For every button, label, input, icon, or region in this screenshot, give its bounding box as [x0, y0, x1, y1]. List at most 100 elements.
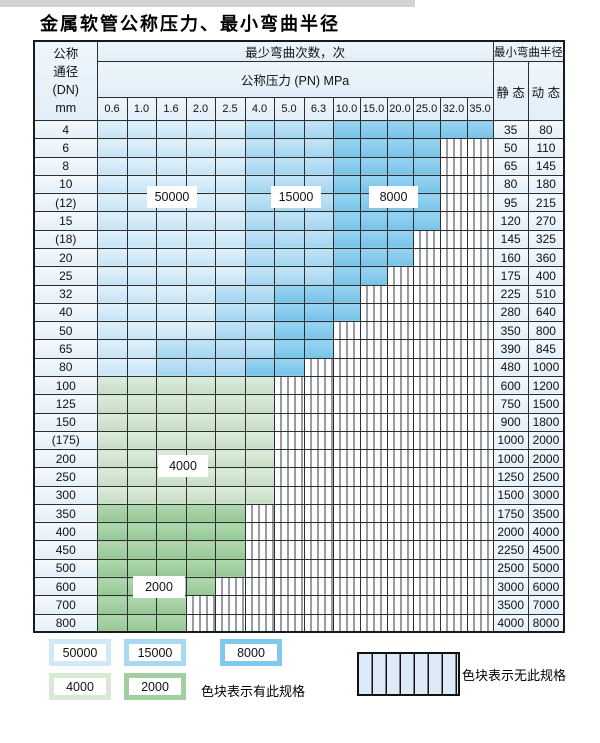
spec-cell-2000: [96, 577, 128, 597]
static-radius-value: 280: [492, 302, 529, 323]
spec-cell-8000: [412, 138, 441, 158]
no-spec-cell: [359, 503, 388, 524]
spec-cell-4000: [214, 375, 246, 396]
spec-cell-4000: [155, 375, 187, 396]
static-radius-value: 95: [492, 193, 529, 213]
no-spec-cell: [332, 449, 361, 469]
no-spec-cell: [273, 430, 305, 451]
spec-cell-2000: [126, 522, 157, 542]
no-spec-cell: [332, 577, 361, 597]
table-header: 公称 通径 (DN) mm 最少弯曲次数，次 最小弯曲半径 公称压力 (PN) …: [33, 40, 565, 121]
no-spec-cell: [359, 412, 388, 432]
spec-cell-4000: [185, 375, 216, 396]
dn-value: 700: [33, 595, 98, 615]
spec-cell-8000: [466, 119, 494, 140]
spec-cell-8000: [244, 357, 275, 377]
dynamic-radius-value: 1500: [527, 394, 565, 414]
table-row: 125 750 1500: [33, 394, 565, 414]
spec-cell-50000: [126, 211, 157, 231]
dn-value: 125: [33, 394, 98, 414]
dn-value: 40: [33, 302, 98, 323]
no-spec-cell: [244, 540, 275, 560]
spec-cell-15000: [185, 339, 216, 359]
no-spec-cell: [386, 540, 414, 560]
no-spec-cell: [386, 595, 414, 615]
spec-cell-4000: [96, 430, 128, 451]
pn-value-cell: 1.6: [155, 97, 187, 121]
no-spec-cell: [412, 394, 441, 414]
table-row: 450 2250 4500: [33, 540, 565, 560]
static-radius-value: 600: [492, 375, 529, 396]
spec-cell-4000: [244, 412, 275, 432]
dynamic-radius-value: 2500: [527, 467, 565, 487]
no-spec-cell: [185, 613, 216, 633]
static-radius-value: 175: [492, 266, 529, 286]
no-spec-cell: [466, 321, 494, 341]
no-spec-cell: [439, 193, 468, 213]
no-spec-cell: [244, 522, 275, 542]
static-radius-value: 900: [492, 412, 529, 432]
no-spec-cell: [332, 321, 361, 341]
cycle-label-8000: 8000: [369, 186, 418, 208]
spec-cell-15000: [273, 229, 305, 249]
spec-cell-8000: [332, 266, 361, 286]
no-spec-cell: [359, 522, 388, 542]
spec-cell-4000: [126, 449, 157, 469]
spec-cell-50000: [96, 247, 128, 268]
spec-cell-4000: [126, 467, 157, 487]
dynamic-header-cell: 动 态: [527, 61, 565, 121]
spec-cell-4000: [126, 412, 157, 432]
no-spec-cell: [244, 595, 275, 615]
spec-cell-4000: [96, 375, 128, 396]
pn-value-cell: 35.0: [466, 97, 494, 121]
spec-cell-8000: [273, 357, 305, 377]
legend-chip-4000: 4000: [49, 673, 111, 700]
no-spec-cell: [439, 430, 468, 451]
spec-cell-50000: [155, 229, 187, 249]
no-spec-cell: [439, 485, 468, 505]
legend-chip-label: 50000: [54, 644, 106, 661]
spec-cell-50000: [214, 211, 246, 231]
spec-cell-50000: [96, 302, 128, 323]
spec-cell-15000: [273, 156, 305, 176]
legend-chip-50000: 50000: [49, 639, 111, 666]
spec-cell-15000: [303, 211, 334, 231]
no-spec-cell: [412, 375, 441, 396]
no-spec-cell: [412, 595, 441, 615]
table-row: 6 50 110: [33, 138, 565, 158]
no-spec-cell: [439, 284, 468, 304]
no-spec-cell: [273, 558, 305, 579]
spec-cell-50000: [185, 211, 216, 231]
spec-cell-4000: [244, 430, 275, 451]
no-spec-cell: [439, 247, 468, 268]
table-row: 65 390 845: [33, 339, 565, 359]
spec-cell-2000: [155, 613, 187, 633]
legend-no-spec-text: 色块表示无此规格: [462, 668, 567, 683]
dn-value: 65: [33, 339, 98, 359]
spec-cell-8000: [303, 339, 334, 359]
spec-cell-2000: [126, 613, 157, 633]
static-radius-value: 50: [492, 138, 529, 158]
spec-cell-50000: [96, 321, 128, 341]
no-spec-cell: [439, 339, 468, 359]
spec-cell-15000: [244, 211, 275, 231]
no-spec-cell: [273, 595, 305, 615]
pn-value-cell: 25.0: [412, 97, 441, 121]
spec-cell-8000: [439, 119, 468, 140]
spec-cell-2000: [96, 522, 128, 542]
no-spec-cell: [303, 485, 334, 505]
legend-chip-label: 8000: [225, 644, 277, 661]
spec-cell-2000: [155, 540, 187, 560]
spec-cell-50000: [155, 138, 187, 158]
dynamic-radius-value: 800: [527, 321, 565, 341]
spec-cell-2000: [185, 577, 216, 597]
static-radius-value: 480: [492, 357, 529, 377]
no-spec-cell: [273, 540, 305, 560]
dn-value: 50: [33, 321, 98, 341]
page-title: 金属软管公称压力、最小弯曲半径: [40, 14, 340, 35]
spec-cell-2000: [214, 540, 246, 560]
no-spec-cell: [244, 503, 275, 524]
no-spec-cell: [412, 266, 441, 286]
table-row: 8 65 145: [33, 156, 565, 176]
no-spec-cell: [359, 485, 388, 505]
